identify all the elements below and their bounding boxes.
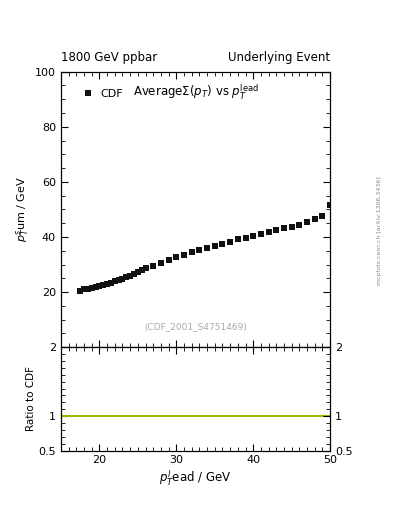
CDF [136,269,140,275]
Text: Underlying Event: Underlying Event [228,51,330,64]
X-axis label: $p_T^l$ead / GeV: $p_T^l$ead / GeV [159,468,232,487]
CDF [274,227,279,233]
Text: 1800 GeV ppbar: 1800 GeV ppbar [61,51,157,64]
CDF [243,234,248,241]
CDF [320,212,325,219]
Text: mcplots.cern.ch [arXiv:1306.3436]: mcplots.cern.ch [arXiv:1306.3436] [377,176,382,285]
CDF [101,282,106,288]
CDF [220,241,225,247]
CDF [132,271,136,277]
CDF [205,245,209,251]
CDF [266,229,271,235]
CDF [124,274,129,280]
CDF [189,249,194,255]
CDF [235,237,240,243]
CDF [128,272,132,279]
CDF [251,232,255,239]
CDF [166,257,171,263]
CDF [312,216,317,222]
CDF [289,223,294,229]
CDF [158,260,163,266]
Y-axis label: Ratio to CDF: Ratio to CDF [26,367,36,432]
CDF [282,225,286,231]
CDF [116,277,121,283]
CDF [93,284,98,290]
Line: CDF: CDF [77,203,333,293]
CDF [305,219,309,225]
CDF [140,267,144,273]
CDF [78,288,83,294]
CDF [212,243,217,249]
CDF [82,286,86,292]
CDF [97,283,102,289]
CDF [182,251,186,258]
CDF [228,239,233,245]
CDF [86,286,90,292]
CDF [89,285,94,291]
CDF [297,222,302,228]
CDF [151,263,156,269]
Y-axis label: $p_T^s$um / GeV: $p_T^s$um / GeV [14,177,31,242]
CDF [328,202,332,208]
CDF [143,265,148,271]
CDF [197,247,202,253]
CDF [259,230,263,237]
CDF [112,279,117,285]
CDF [120,275,125,282]
CDF [108,280,113,286]
Text: Average$\Sigma(p_T)$ vs $p_T^{\rm lead}$: Average$\Sigma(p_T)$ vs $p_T^{\rm lead}$ [132,83,259,102]
CDF [174,254,179,260]
CDF [105,281,109,287]
Text: (CDF_2001_S4751469): (CDF_2001_S4751469) [144,322,247,331]
Legend: CDF: CDF [83,88,124,100]
